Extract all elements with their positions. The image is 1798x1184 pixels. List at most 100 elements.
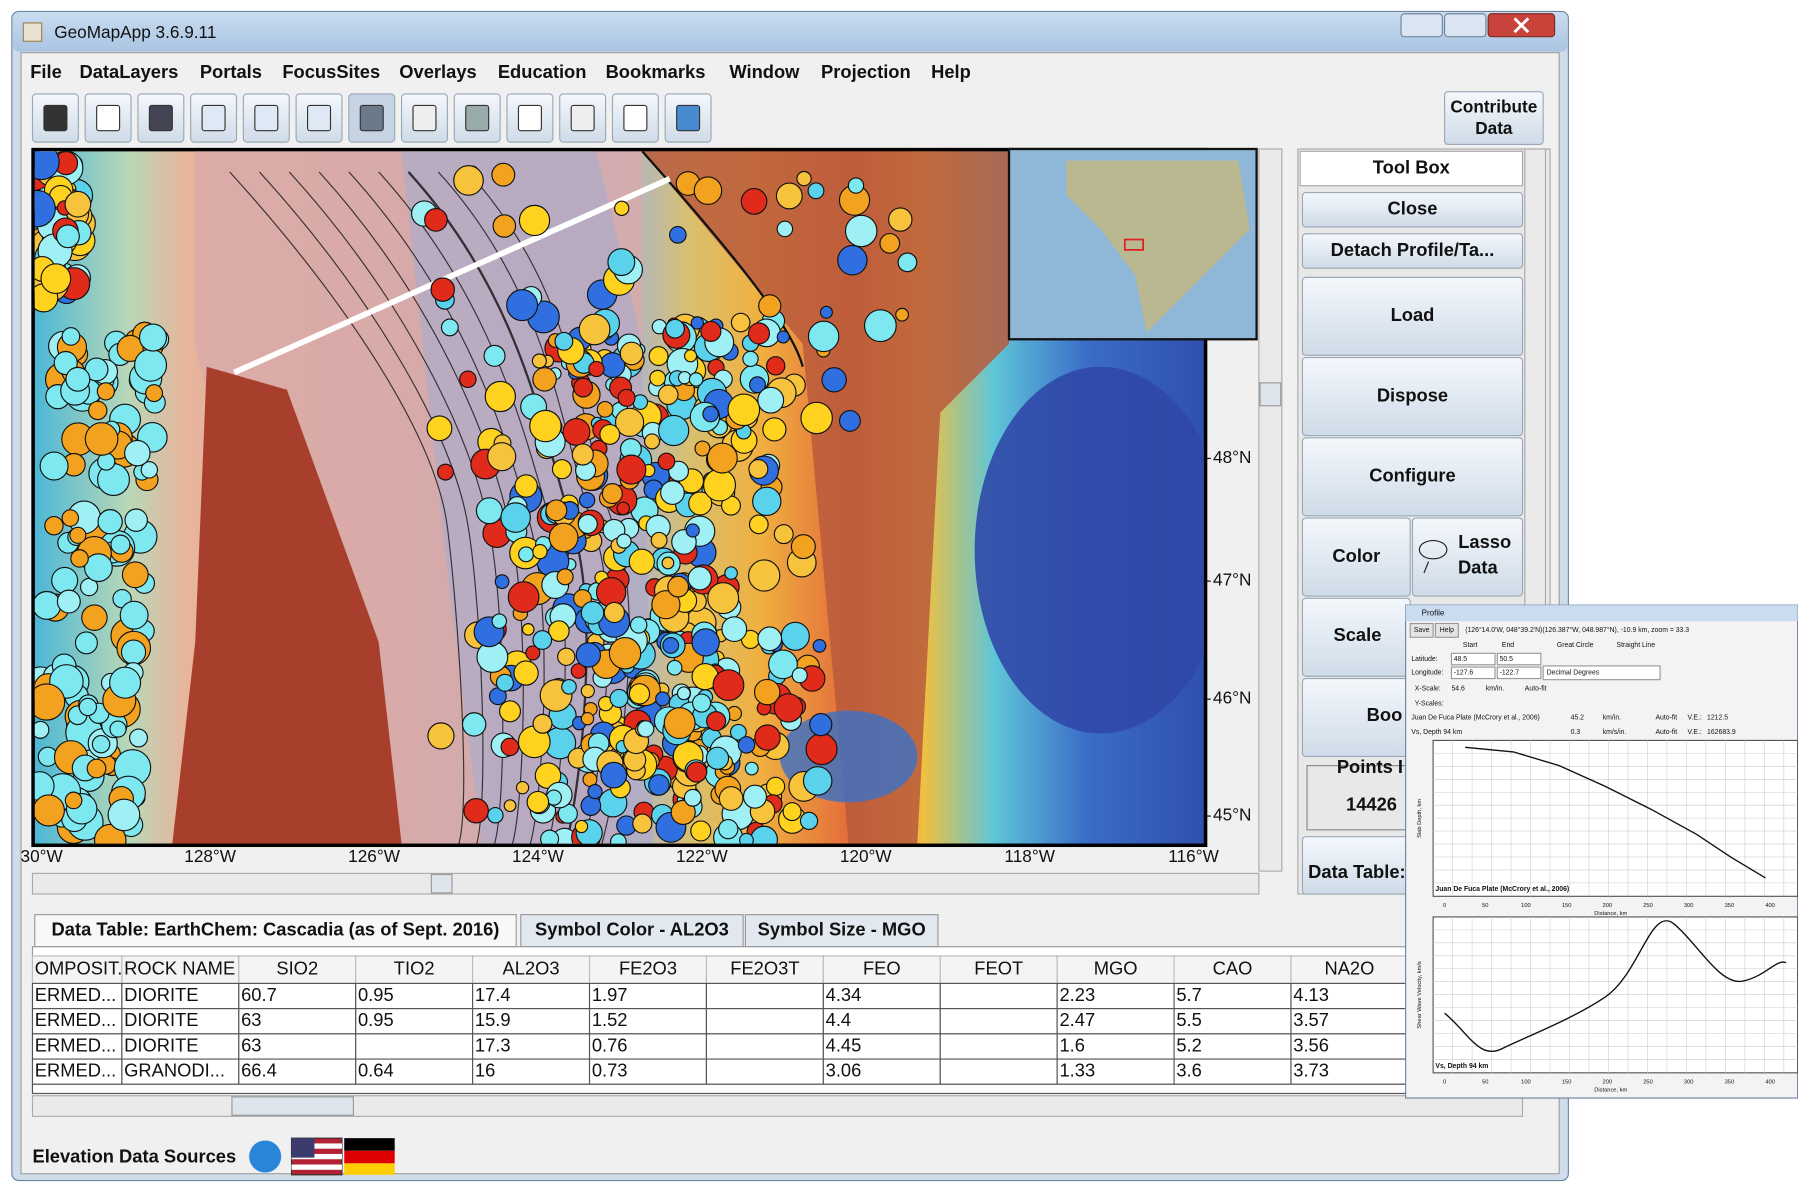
column-header[interactable]: MGO (1094, 958, 1138, 979)
input (1450, 666, 1496, 680)
column-header[interactable] (1056, 955, 1175, 984)
table-cell (1173, 1033, 1292, 1060)
sample-point (562, 417, 591, 446)
sample-point (643, 433, 661, 450)
tab[interactable] (34, 914, 517, 948)
button-label[interactable]: Close (1388, 198, 1438, 219)
sample-point (588, 360, 605, 378)
sample-point (34, 590, 62, 620)
table-cell-text: 4.4 (826, 1009, 851, 1030)
sample-point (574, 819, 589, 834)
sample-point (74, 631, 98, 655)
toolbox-button[interactable] (1301, 517, 1411, 597)
minimize-button[interactable] (1400, 13, 1443, 38)
button-label[interactable]: Scale (1334, 624, 1382, 645)
toolbox-button[interactable] (1301, 437, 1524, 517)
sample-point (706, 711, 727, 732)
dropdown-value[interactable]: Decimal Degrees (1547, 670, 1600, 677)
column-header[interactable]: OMPOSIT... (35, 958, 133, 979)
sample-point (776, 330, 790, 344)
radio-label[interactable]: Straight Line (1617, 642, 1656, 649)
contribute-button[interactable] (1444, 91, 1544, 145)
column-header[interactable]: AL2O3 (503, 958, 560, 979)
sample-point (692, 693, 712, 713)
toolbox-button[interactable] (1301, 191, 1524, 228)
button-label[interactable]: Color (1332, 545, 1380, 566)
sample-point (56, 224, 80, 249)
menu-item[interactable]: Portals (200, 61, 262, 82)
tab[interactable] (520, 914, 744, 948)
menu-item[interactable]: Help (931, 61, 971, 82)
sample-point (821, 367, 847, 393)
button-label[interactable]: Dispose (1377, 384, 1448, 405)
land-region (642, 151, 1010, 844)
info-icon[interactable] (249, 1140, 282, 1173)
maximize-button[interactable] (1444, 13, 1487, 38)
button-label[interactable]: Help (1440, 627, 1454, 634)
button-label[interactable]: Load (1391, 304, 1435, 325)
column-header[interactable]: FE2O3 (619, 958, 677, 979)
button-label[interactable]: Detach Profile/Ta... (1331, 239, 1495, 260)
sample-point (628, 548, 655, 575)
button-label[interactable]: Save (1414, 627, 1430, 634)
menu-item[interactable]: Projection (821, 61, 911, 82)
sample-point (637, 720, 655, 738)
menu-item[interactable]: Window (729, 61, 800, 82)
menu-item[interactable]: FocusSites (282, 61, 380, 82)
button-label[interactable]: Configure (1369, 465, 1456, 486)
button-label[interactable]: Data Table: (1308, 861, 1405, 882)
column-header[interactable]: ROCK NAME (124, 958, 235, 979)
button-label[interactable]: Data (1458, 556, 1499, 577)
close-glyph (1513, 17, 1530, 34)
sample-point (676, 686, 691, 701)
sample-point (614, 200, 630, 216)
tab-label[interactable]: Data Table: EarthChem: Cascadia (as of S… (52, 919, 500, 940)
column-header[interactable] (822, 955, 941, 984)
de-flag[interactable] (344, 1138, 395, 1151)
toolbar-icon (43, 104, 68, 132)
menu-item[interactable]: DataLayers (79, 61, 178, 82)
menu-item[interactable]: Overlays (399, 61, 476, 82)
column-header[interactable]: FEO (863, 958, 901, 979)
table-cell (238, 982, 357, 1010)
button-label[interactable]: Lasso (1458, 531, 1511, 552)
dropdown[interactable] (1542, 665, 1661, 681)
column-header[interactable]: TIO2 (394, 958, 435, 979)
column-header[interactable]: FE2O3T (730, 958, 799, 979)
column-header[interactable] (31, 955, 123, 984)
table-cell-text: 5.5 (1176, 1009, 1201, 1030)
sample-point (700, 320, 722, 342)
checkbox-label[interactable]: Auto-fit (1525, 686, 1547, 693)
checkbox-label[interactable]: Auto-fit (1655, 714, 1677, 721)
tab-label[interactable]: Symbol Color - AL2O3 (535, 919, 729, 940)
radio-label[interactable]: Great Circle (1557, 642, 1594, 649)
tab-label[interactable]: Symbol Size - MGO (758, 919, 926, 940)
profile-button[interactable] (1434, 622, 1459, 638)
menu-item[interactable]: Education (498, 61, 587, 82)
profile-button[interactable] (1409, 622, 1434, 638)
button-label[interactable]: Boo (1367, 704, 1403, 725)
table-cell (705, 1008, 824, 1035)
sample-point (484, 380, 516, 413)
menu-item[interactable]: File (30, 61, 62, 82)
sample-point (617, 388, 636, 407)
column-header[interactable]: FEOT (974, 958, 1023, 979)
column-header[interactable] (939, 955, 1058, 984)
toolbox-button[interactable] (1411, 517, 1524, 597)
sample-point (648, 346, 669, 367)
x-axis-label: Distance, km (1594, 911, 1627, 917)
sample-point (688, 372, 704, 387)
sample-point (694, 440, 711, 457)
column-header[interactable]: NA2O (1324, 958, 1374, 979)
column-header[interactable]: SIO2 (276, 958, 318, 979)
toolbox-button[interactable] (1301, 357, 1524, 437)
checkbox-label[interactable]: Auto-fit (1655, 729, 1677, 736)
table-cell-text: 3.56 (1293, 1034, 1329, 1055)
sample-point (677, 370, 692, 385)
toolbox-button[interactable] (1301, 233, 1524, 269)
menu-item[interactable]: Bookmarks (606, 61, 706, 82)
window-title: Profile (1422, 608, 1445, 617)
toolbox-button[interactable] (1301, 276, 1524, 356)
sample-point (531, 353, 547, 369)
column-header[interactable]: CAO (1213, 958, 1253, 979)
